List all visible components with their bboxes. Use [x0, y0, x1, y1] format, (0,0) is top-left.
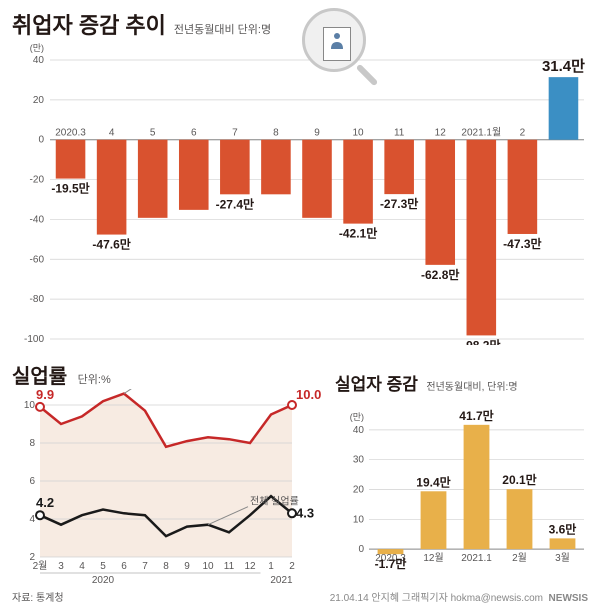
svg-text:-80: -80 — [30, 294, 45, 305]
svg-text:2021.1: 2021.1 — [461, 553, 492, 564]
svg-text:-98.2만: -98.2만 — [462, 337, 500, 345]
svg-text:3월: 3월 — [555, 552, 570, 564]
unemp-change-unit: 전년동월대비, 단위:명 — [426, 382, 517, 393]
svg-text:5: 5 — [100, 561, 106, 572]
svg-text:2월: 2월 — [512, 552, 527, 564]
svg-text:12월: 12월 — [423, 552, 443, 564]
svg-text:7: 7 — [142, 561, 148, 572]
svg-text:19.4만: 19.4만 — [416, 474, 450, 489]
svg-text:2: 2 — [520, 128, 526, 139]
svg-text:4: 4 — [109, 128, 115, 139]
svg-text:9.9: 9.9 — [36, 389, 54, 402]
svg-text:2월: 2월 — [33, 560, 48, 572]
svg-text:-100: -100 — [24, 334, 44, 345]
svg-text:9: 9 — [184, 561, 190, 572]
svg-text:8: 8 — [163, 561, 169, 572]
author-credit: 21.04.14 안지혜 그래픽기자 hokma@newsis.com NEWS… — [330, 589, 588, 604]
svg-text:8: 8 — [29, 438, 35, 449]
svg-text:3.6만: 3.6만 — [549, 521, 577, 536]
svg-text:9: 9 — [314, 128, 320, 139]
unemp-change-title: 실업자 증감 — [335, 375, 418, 394]
svg-text:20: 20 — [33, 95, 45, 106]
chart-subtitle: 전년동월대비 단위:명 — [174, 21, 271, 37]
svg-text:-47.3만: -47.3만 — [503, 236, 541, 251]
svg-text:31.4만: 31.4만 — [542, 58, 585, 75]
bar-chart-svg: -100 -80 -60 -40 -20 0 20 40 (만) 2020.3 -19.5만 4 -47… — [12, 40, 588, 345]
svg-text:7: 7 — [232, 128, 238, 139]
svg-text:-40: -40 — [30, 214, 45, 225]
svg-text:40: 40 — [353, 425, 365, 436]
svg-text:30: 30 — [353, 455, 365, 466]
svg-text:2020.3: 2020.3 — [55, 128, 86, 139]
line-chart-svg: 2468102월345678910111212202020219.910.04.… — [12, 389, 322, 589]
svg-text:2021.1월: 2021.1월 — [461, 127, 501, 139]
newsis-logo: NEWSIS — [549, 593, 588, 604]
svg-text:-19.5만: -19.5만 — [51, 181, 89, 196]
svg-text:11: 11 — [394, 128, 405, 139]
svg-text:12: 12 — [435, 128, 447, 139]
svg-text:2020: 2020 — [92, 575, 115, 586]
svg-text:(만): (만) — [350, 412, 364, 422]
svg-text:11: 11 — [224, 561, 235, 572]
svg-text:-62.8만: -62.8만 — [421, 267, 459, 282]
unemp-rate-unit: 단위:% — [78, 374, 111, 386]
svg-text:8: 8 — [273, 128, 279, 139]
svg-text:10: 10 — [353, 128, 365, 139]
bar-chart-svg: 010203040(만)2020.3-1.7만12월19.4만2021.141.… — [335, 395, 590, 590]
svg-text:20.1만: 20.1만 — [502, 472, 536, 487]
svg-text:4: 4 — [79, 561, 85, 572]
svg-text:0: 0 — [358, 544, 364, 555]
svg-text:12: 12 — [244, 561, 256, 572]
svg-text:6: 6 — [29, 476, 35, 487]
svg-text:전체 실업률: 전체 실업률 — [250, 495, 299, 508]
svg-text:4.2: 4.2 — [36, 495, 54, 510]
chart-title: 취업자 증감 추이 — [12, 8, 166, 40]
svg-text:-20: -20 — [30, 175, 45, 186]
svg-text:6: 6 — [191, 128, 197, 139]
svg-text:-60: -60 — [30, 254, 45, 265]
svg-text:10: 10 — [202, 561, 214, 572]
svg-text:10.0: 10.0 — [296, 389, 321, 402]
svg-text:6: 6 — [121, 561, 127, 572]
employment-change-chart: 취업자 증감 추이 전년동월대비 단위:명 -100-80-60-40-2002… — [12, 8, 588, 348]
unemployment-change-chart: 실업자 증감 전년동월대비, 단위:명 010203040(만)2020.3-1… — [335, 370, 590, 590]
svg-text:41.7만: 41.7만 — [459, 408, 493, 423]
svg-text:2021: 2021 — [270, 575, 293, 586]
svg-text:5: 5 — [150, 128, 156, 139]
svg-text:-47.6만: -47.6만 — [92, 237, 130, 252]
magnifier-icon — [302, 8, 366, 72]
svg-text:-27.3만: -27.3만 — [380, 196, 418, 211]
svg-text:4: 4 — [29, 514, 35, 525]
svg-text:2: 2 — [289, 561, 295, 572]
svg-text:1: 1 — [268, 561, 274, 572]
unemployment-rate-chart: 실업률 단위:% 2468102월34567891011121220202021… — [12, 360, 322, 590]
unemp-rate-title: 실업률 — [12, 366, 67, 388]
svg-text:-1.7만: -1.7만 — [375, 556, 407, 571]
svg-text:(만): (만) — [30, 43, 44, 53]
svg-text:-42.1만: -42.1만 — [339, 226, 377, 241]
svg-text:10: 10 — [353, 514, 365, 525]
svg-text:20: 20 — [353, 485, 365, 496]
source-credit: 자료: 통계청 — [12, 589, 64, 604]
svg-text:-27.4만: -27.4만 — [216, 196, 254, 211]
svg-text:0: 0 — [38, 135, 44, 146]
svg-text:40: 40 — [33, 55, 45, 66]
svg-text:10: 10 — [24, 400, 36, 411]
svg-text:3: 3 — [58, 561, 64, 572]
